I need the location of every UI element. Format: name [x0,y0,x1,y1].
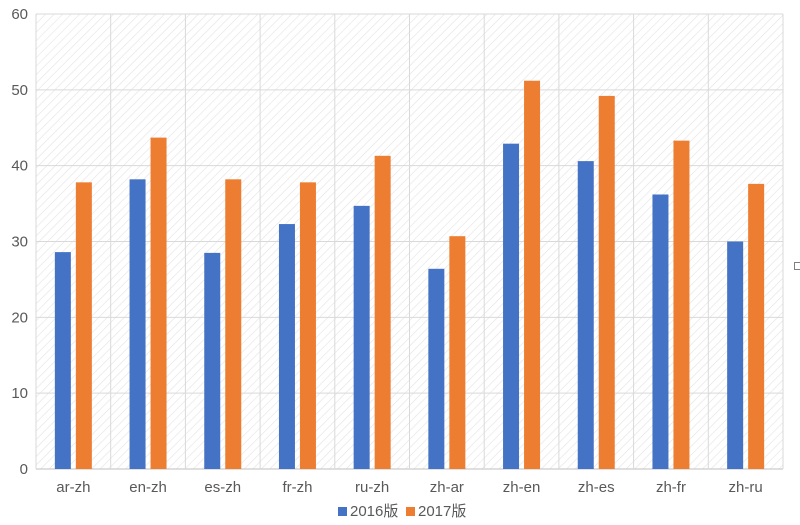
bar-series1-zh-ar [428,268,445,469]
resize-handle[interactable] [794,262,800,270]
legend-label: 2017版 [418,503,466,520]
y-tick-label: 0 [20,461,28,478]
bar-series1-ar-zh [54,252,71,469]
bar-series1-zh-en [503,143,520,470]
bar-series2-zh-en [524,80,541,469]
bar-series2-fr-zh [299,182,316,469]
bar-series1-zh-es [577,161,594,469]
bar-series2-zh-ru [748,183,765,469]
legend-swatch [338,507,347,516]
x-category-label: zh-fr [656,479,686,496]
bar-series1-es-zh [204,252,221,469]
x-category-label: es-zh [204,479,241,496]
legend-swatch [406,507,415,516]
x-category-label: en-zh [129,479,167,496]
x-category-label: ru-zh [355,479,389,496]
bar-series2-zh-fr [673,140,690,469]
y-tick-label: 50 [11,82,28,99]
bar-series2-ru-zh [374,155,391,469]
y-tick-label: 20 [11,309,28,326]
x-category-label: zh-ar [430,479,464,496]
bar-series1-zh-ru [727,241,744,469]
x-category-label: ar-zh [56,479,90,496]
y-tick-label: 40 [11,158,28,175]
x-category-label: zh-ru [729,479,763,496]
x-category-label: zh-es [578,479,615,496]
bar-series2-es-zh [225,179,242,470]
bar-series2-zh-ar [449,236,466,469]
bar-series1-fr-zh [278,224,295,469]
bar-series1-zh-fr [652,194,669,469]
bar-series1-ru-zh [353,205,370,469]
bar-series1-en-zh [129,179,146,470]
legend: 2016版 2017版 [338,503,466,520]
bar-series2-ar-zh [75,182,92,469]
legend-label: 2016版 [350,503,398,520]
x-category-label: zh-en [503,479,541,496]
x-category-label: fr-zh [282,479,312,496]
y-tick-label: 10 [11,385,28,402]
y-tick-label: 60 [11,6,28,23]
bar-series2-zh-es [598,95,615,470]
y-tick-label: 30 [11,234,28,251]
bar-series2-en-zh [150,137,167,469]
